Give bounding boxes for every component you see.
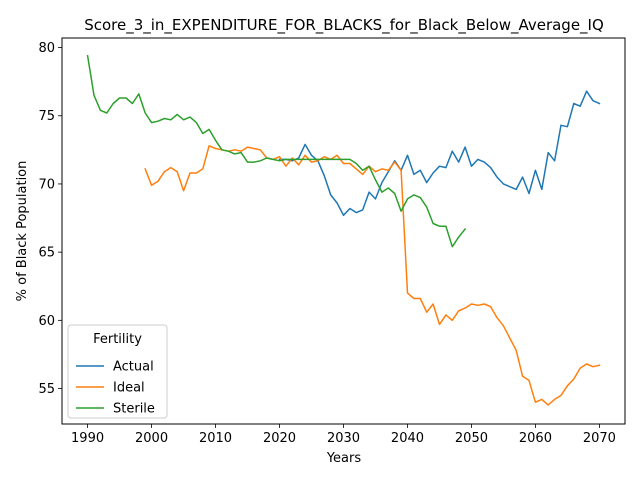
- y-axis-label: % of Black Population: [15, 161, 30, 302]
- x-tick-label: 2070: [583, 431, 616, 446]
- x-axis: 1990 2000 2010 2020 2030 2040 2050 2060 2070: [71, 424, 616, 446]
- x-tick-label: 2040: [391, 431, 424, 446]
- y-axis: 55 60 65 70 75 80: [38, 41, 62, 397]
- legend-box: [67, 324, 168, 419]
- x-tick-label: 2000: [135, 431, 168, 446]
- x-tick-label: 2030: [327, 431, 360, 446]
- x-tick-label: 1990: [71, 431, 104, 446]
- chart-title: Score_3_in_EXPENDITURE_FOR_BLACKS_for_Bl…: [84, 16, 604, 35]
- y-tick-label: 75: [38, 109, 55, 124]
- x-tick-label: 2010: [199, 431, 232, 446]
- y-tick-label: 80: [38, 41, 55, 56]
- y-tick-label: 70: [38, 177, 55, 192]
- x-tick-label: 2050: [455, 431, 488, 446]
- x-tick-label: 2060: [519, 431, 552, 446]
- plot-area: [86, 54, 601, 406]
- legend-label-ideal: Ideal: [113, 381, 145, 396]
- series-line-ideal: [144, 145, 601, 406]
- series-line-actual: [278, 90, 601, 217]
- y-tick-label: 55: [38, 382, 55, 397]
- legend-label-actual: Actual: [113, 360, 154, 375]
- x-tick-label: 2020: [263, 431, 296, 446]
- legend-title: Fertility: [93, 332, 142, 347]
- y-tick-label: 60: [38, 314, 55, 329]
- x-axis-label: Years: [326, 451, 362, 466]
- y-tick-label: 65: [38, 246, 55, 261]
- series-line-sterile: [86, 54, 467, 248]
- legend: Fertility Actual Ideal Sterile: [67, 324, 168, 419]
- legend-label-sterile: Sterile: [113, 402, 155, 417]
